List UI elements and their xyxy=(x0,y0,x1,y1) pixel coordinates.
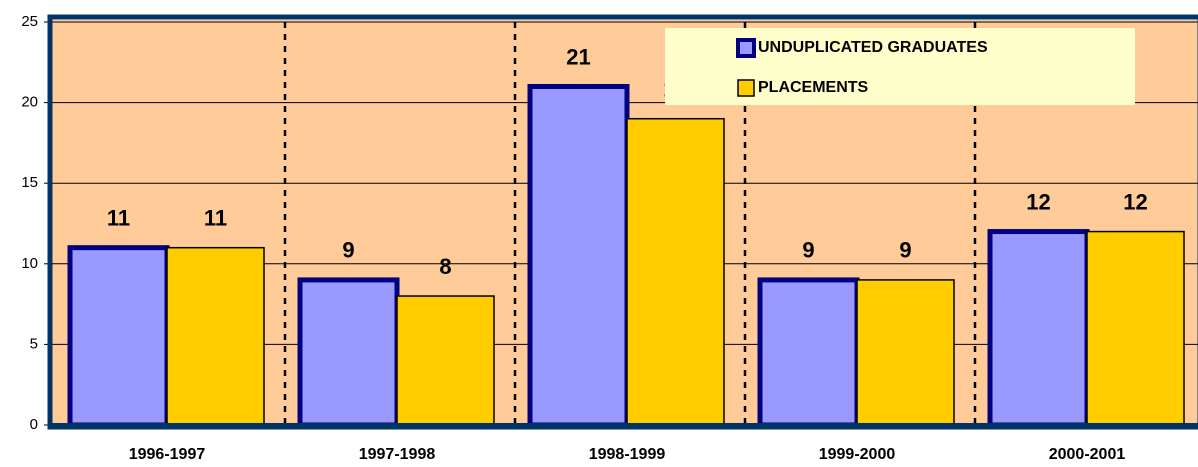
value-label: 11 xyxy=(204,205,227,230)
bar xyxy=(527,83,630,428)
x-tick-label: 2000-2001 xyxy=(1049,446,1126,463)
legend-label: PLACEMENTS xyxy=(758,79,869,96)
y-tick-label: 15 xyxy=(21,174,38,191)
x-tick-label: 1996-1997 xyxy=(129,446,206,463)
legend-label: UNDUPLICATED GRADUATES xyxy=(758,39,988,56)
y-tick-label: 5 xyxy=(30,335,38,352)
bar xyxy=(757,277,860,428)
x-tick-label: 1997-1998 xyxy=(359,446,436,463)
y-tick-label: 20 xyxy=(21,94,38,111)
legend-swatch xyxy=(737,79,755,97)
value-label: 9 xyxy=(899,238,911,263)
bar xyxy=(1086,230,1185,426)
bar xyxy=(67,245,170,428)
value-label: 12 xyxy=(1123,189,1147,214)
bar xyxy=(166,246,265,426)
bar xyxy=(987,229,1090,428)
plot-border xyxy=(47,14,1198,430)
bar xyxy=(396,295,495,426)
legend: UNDUPLICATED GRADUATES PLACEMENTS xyxy=(665,28,1135,105)
value-label: 11 xyxy=(107,205,130,230)
legend-swatch xyxy=(736,38,756,58)
bar xyxy=(297,277,400,428)
x-tick-label: 1999-2000 xyxy=(819,446,896,463)
x-tick-label: 1998-1999 xyxy=(589,446,666,463)
value-label: 9 xyxy=(342,238,354,263)
y-tick-label: 10 xyxy=(21,255,38,272)
value-label: 12 xyxy=(1026,189,1050,214)
bar xyxy=(626,117,725,426)
bar xyxy=(856,279,955,426)
y-tick-label: 0 xyxy=(30,416,38,433)
value-label: 9 xyxy=(802,238,814,263)
value-label: 8 xyxy=(439,254,451,279)
y-tick-label: 25 xyxy=(21,13,38,30)
value-label: 21 xyxy=(566,44,590,69)
